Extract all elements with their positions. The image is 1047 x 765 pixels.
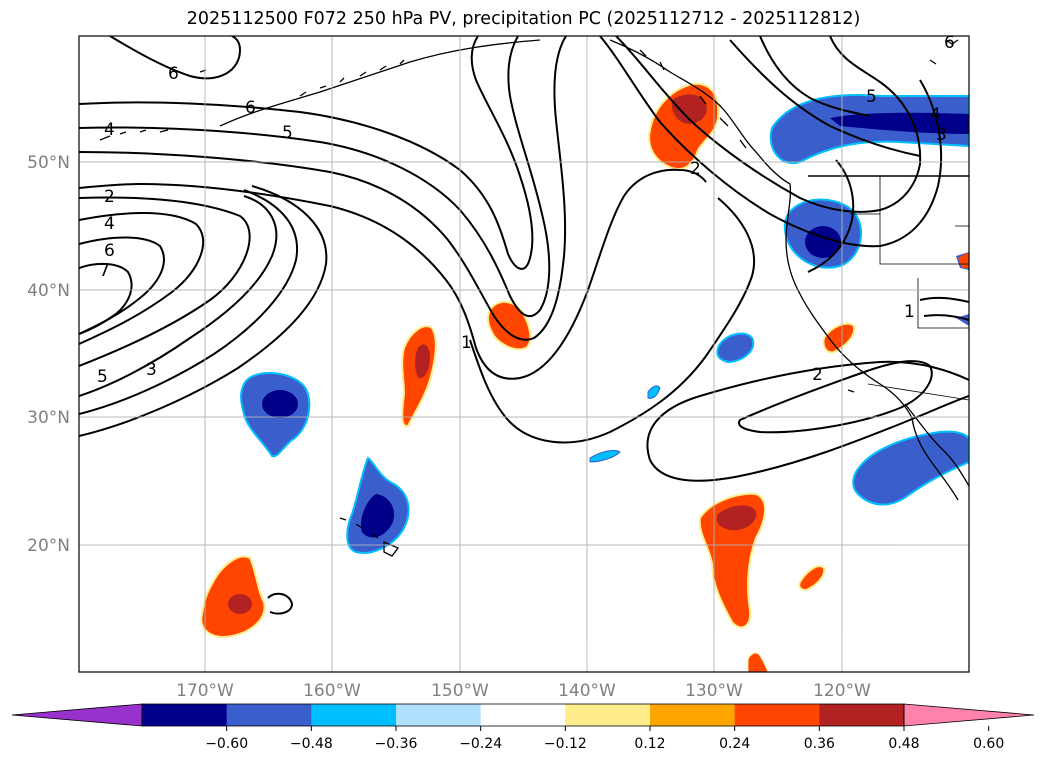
colorbar-segment bbox=[480, 704, 566, 726]
colorbar: −0.60 −0.48 −0.36 −0.24 −0.12 0.12 0.24 0.36 0.4… bbox=[11, 703, 1035, 752]
lat-label-40n: 40°N bbox=[27, 281, 70, 301]
lon-label-130w: 130°W bbox=[685, 681, 743, 701]
contour-label: 4 bbox=[930, 105, 941, 125]
colorbar-segment bbox=[311, 704, 397, 726]
lat-label-50n: 50°N bbox=[27, 153, 70, 173]
colorbar-segment bbox=[226, 704, 312, 726]
latitude-labels: 50°N 40°N 30°N 20°N bbox=[27, 153, 70, 556]
colorbar-tick-label: −0.24 bbox=[459, 736, 502, 752]
contour-label: 4 bbox=[104, 120, 115, 140]
colorbar-tick-label: 0.12 bbox=[634, 736, 665, 752]
contour-labels: 6 6 5 4 2 4 6 7 5 3 1 2 5 4 3 2 1 6 bbox=[97, 33, 955, 387]
contour-label: 5 bbox=[282, 123, 293, 143]
colorbar-extend-min bbox=[11, 703, 143, 727]
colorbar-segment bbox=[142, 704, 228, 726]
colorbar-segment bbox=[734, 704, 820, 726]
contour-label: 6 bbox=[104, 241, 115, 261]
longitude-labels: 170°W 160°W 150°W 140°W 130°W 120°W bbox=[176, 681, 871, 701]
precip-positive-shading bbox=[200, 82, 969, 672]
contour-label: 1 bbox=[461, 333, 472, 353]
contour-label: 5 bbox=[866, 87, 877, 107]
lon-label-170w: 170°W bbox=[176, 681, 234, 701]
map-gridlines bbox=[79, 36, 969, 672]
colorbar-segment bbox=[565, 704, 651, 726]
colorbar-tick-label: 0.36 bbox=[804, 736, 835, 752]
map-title: 2025112500 F072 250 hPa PV, precipitatio… bbox=[186, 9, 861, 29]
colorbar-frame bbox=[141, 703, 905, 727]
colorbar-segment bbox=[650, 704, 736, 726]
colorbar-tick-label: 0.24 bbox=[719, 736, 750, 752]
precip-negative-shading bbox=[240, 94, 969, 554]
colorbar-tick-label: −0.12 bbox=[544, 736, 587, 752]
colorbar-extend-max bbox=[903, 703, 1035, 727]
contour-label: 3 bbox=[146, 360, 157, 380]
colorbar-tick-label: −0.60 bbox=[205, 736, 248, 752]
colorbar-tick-label: −0.48 bbox=[290, 736, 333, 752]
lon-label-160w: 160°W bbox=[303, 681, 361, 701]
contour-label: 5 bbox=[97, 367, 108, 387]
colorbar-tick-label: −0.36 bbox=[375, 736, 418, 752]
map-frame bbox=[78, 35, 970, 673]
contour-label: 6 bbox=[168, 64, 179, 84]
contour-label: 2 bbox=[104, 187, 115, 207]
contour-label: 1 bbox=[904, 302, 915, 322]
contour-label: 6 bbox=[245, 98, 256, 118]
colorbar-segment bbox=[396, 704, 482, 726]
contour-label: 7 bbox=[99, 261, 110, 281]
contour-label: 3 bbox=[936, 125, 947, 145]
contour-label: 2 bbox=[690, 159, 701, 179]
lon-label-150w: 150°W bbox=[431, 681, 489, 701]
lon-label-120w: 120°W bbox=[813, 681, 871, 701]
contour-label: 4 bbox=[104, 214, 115, 234]
colorbar-tick-label: 0.60 bbox=[973, 736, 1004, 752]
lon-label-140w: 140°W bbox=[558, 681, 616, 701]
contour-label: 2 bbox=[812, 365, 823, 385]
lat-label-30n: 30°N bbox=[27, 408, 70, 428]
contour-label: 6 bbox=[944, 33, 955, 53]
colorbar-tick-label: 0.48 bbox=[888, 736, 919, 752]
colorbar-segment bbox=[819, 704, 905, 726]
lat-label-20n: 20°N bbox=[27, 536, 70, 556]
